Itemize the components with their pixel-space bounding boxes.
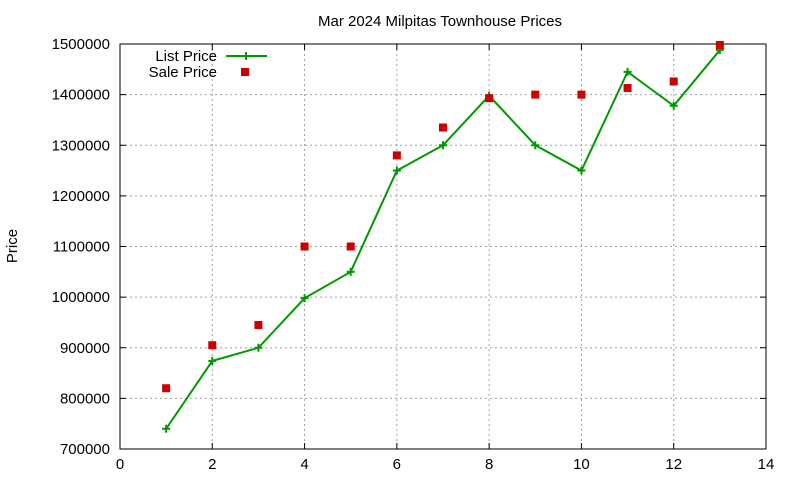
legend-label: List Price (155, 48, 217, 65)
x-tick-label: 12 (665, 456, 682, 473)
list-price-point (439, 141, 447, 150)
list-price-point (208, 356, 217, 365)
y-tick-label: 1500000 (52, 36, 110, 53)
x-tick-label: 14 (758, 456, 775, 473)
list-price-line (165, 49, 721, 430)
sale-price-point (715, 41, 724, 50)
axes: 0 2 4 6 8 10 12 14 700000 800000 900000 1000000 1100… (52, 36, 775, 473)
legend-square-marker (241, 68, 249, 76)
sale-price-point (531, 90, 540, 99)
list-price-point (346, 267, 355, 276)
list-price-point (392, 166, 401, 175)
sale-price-point (162, 384, 171, 393)
y-tick-label: 1200000 (52, 188, 110, 205)
x-tick-label: 10 (573, 456, 590, 473)
y-tick-label: 1100000 (53, 239, 110, 256)
sale-price-point (485, 94, 494, 103)
chart-title: Mar 2024 Milpitas Townhouse Prices (318, 13, 562, 30)
y-axis-label: Price (4, 229, 21, 263)
sale-price-point (392, 151, 401, 160)
list-price-point (669, 101, 678, 110)
y-tick-label: 700000 (60, 441, 110, 458)
series (162, 41, 724, 433)
y-tick-label: 1000000 (52, 289, 110, 306)
x-tick-label: 4 (300, 456, 308, 473)
list-price-point (531, 141, 540, 150)
sale-price-point (208, 341, 217, 350)
sale-price-point (254, 320, 263, 329)
sale-price-point (577, 90, 586, 99)
y-tick-label: 900000 (60, 340, 110, 357)
legend-plus-marker (242, 52, 250, 60)
list-price-point (623, 67, 632, 76)
x-tick-label: 8 (485, 456, 493, 473)
sale-price-point (623, 84, 632, 93)
sale-price-point (300, 242, 309, 251)
sale-price-point (669, 77, 678, 86)
x-tick-label: 0 (116, 456, 124, 473)
sale-price-point (346, 242, 355, 251)
list-price-point (162, 424, 171, 433)
legend-label: Sale Price (149, 64, 217, 81)
list-price-point (254, 343, 263, 352)
list-price-point (577, 166, 586, 175)
y-tick-label: 1400000 (52, 87, 110, 104)
y-tick-label: 1300000 (52, 137, 110, 154)
list-price-point (300, 294, 309, 303)
x-tick-label: 2 (208, 456, 216, 473)
grid (120, 44, 766, 449)
y-tick-label: 800000 (60, 390, 110, 407)
x-tick-label: 6 (393, 456, 401, 473)
sale-price-point (439, 123, 447, 132)
